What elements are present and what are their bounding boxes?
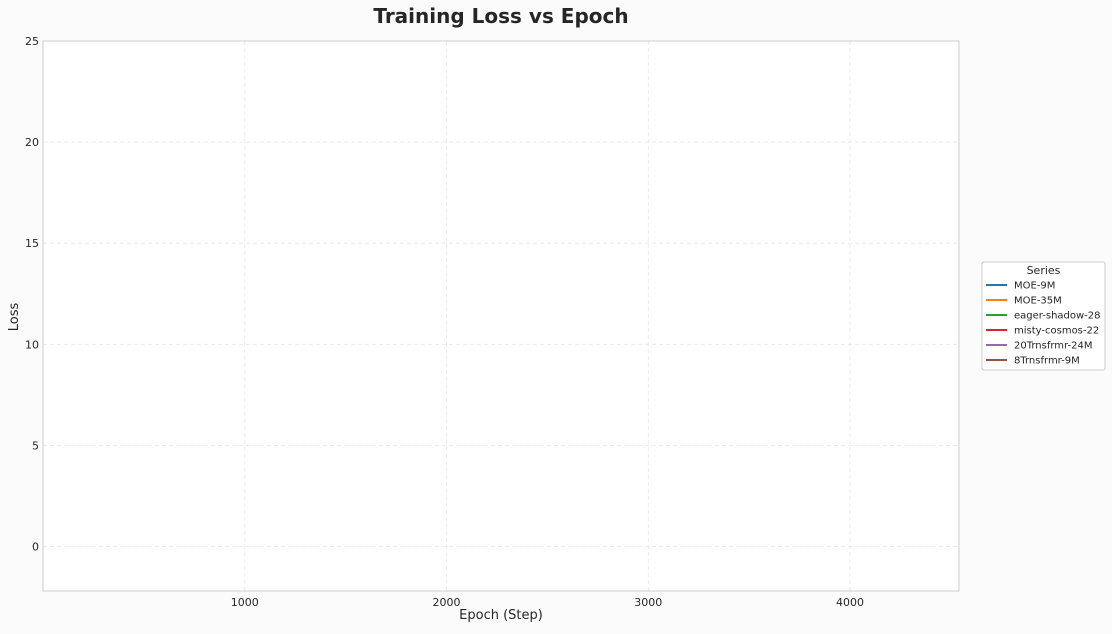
legend-item: 8Trnsfrmr-9M — [986, 356, 1080, 367]
legend-label: eager-shadow-28 — [1014, 311, 1101, 322]
y-tick-label: 20 — [25, 136, 39, 149]
x-tick-label: 3000 — [634, 596, 662, 609]
legend: Series MOE-9M MOE-35M eager-shadow-28 misty… — [981, 261, 1106, 371]
y-tick-label: 10 — [25, 338, 39, 351]
x-tick-label: 2000 — [433, 596, 461, 609]
legend-item: eager-shadow-28 — [986, 311, 1101, 322]
legend-label: 20Trnsfrmr-24M — [1014, 341, 1092, 352]
y-tick-label: 25 — [25, 35, 39, 48]
legend-label: MOE-9M — [1014, 281, 1055, 292]
x-tick-label: 4000 — [836, 596, 864, 609]
plot-area — [43, 41, 959, 591]
legend-item: MOE-35M — [986, 296, 1062, 307]
y-tick-label: 0 — [32, 541, 39, 554]
grid-layer — [43, 40, 959, 591]
legend-label: 8Trnsfrmr-9M — [1014, 356, 1080, 367]
legend-item: MOE-9M — [986, 281, 1055, 292]
legend-label: MOE-35M — [1014, 296, 1062, 307]
legend-item: misty-cosmos-22 — [986, 326, 1099, 337]
plot-frame — [42, 40, 960, 592]
legend-title: Series — [1027, 264, 1061, 277]
legend-item: 20Trnsfrmr-24M — [986, 341, 1092, 352]
x-tick-label: 1000 — [231, 596, 259, 609]
tick-layer: 1000 2000 3000 4000 0 5 10 15 20 25 — [25, 35, 864, 609]
y-axis-label: Loss — [7, 303, 22, 332]
x-axis-label: Epoch (Step) — [459, 608, 543, 623]
chart-title: Training Loss vs Epoch — [373, 4, 628, 28]
legend-box — [981, 261, 1106, 371]
y-tick-label: 15 — [25, 237, 39, 250]
legend-label: misty-cosmos-22 — [1014, 326, 1099, 337]
y-tick-label: 5 — [32, 439, 39, 452]
legend-items: MOE-9M MOE-35M eager-shadow-28 misty-cosmos… — [986, 281, 1101, 367]
